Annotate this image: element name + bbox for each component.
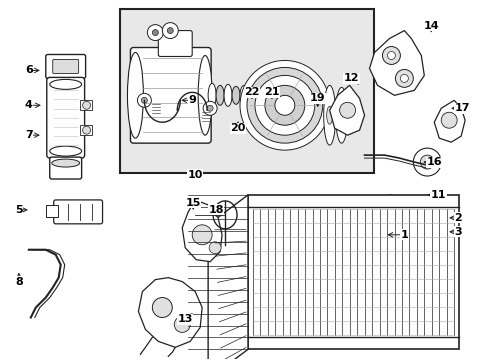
Circle shape: [388, 230, 408, 250]
Ellipse shape: [326, 106, 332, 124]
FancyBboxPatch shape: [53, 59, 79, 73]
Ellipse shape: [216, 85, 224, 105]
Ellipse shape: [50, 146, 81, 156]
Bar: [247, 195, 458, 349]
Polygon shape: [138, 278, 202, 347]
Circle shape: [82, 126, 90, 134]
Ellipse shape: [208, 84, 216, 107]
Text: 2: 2: [453, 213, 461, 223]
Polygon shape: [182, 200, 222, 262]
Polygon shape: [424, 228, 447, 249]
Circle shape: [141, 97, 147, 103]
Text: 7: 7: [25, 130, 33, 140]
Text: 5: 5: [15, 205, 22, 215]
Circle shape: [240, 60, 329, 150]
Circle shape: [395, 236, 403, 244]
Bar: [80, 125, 91, 135]
Ellipse shape: [343, 97, 355, 133]
Text: 10: 10: [187, 170, 203, 180]
FancyBboxPatch shape: [130, 48, 211, 143]
Ellipse shape: [349, 103, 361, 127]
Ellipse shape: [52, 159, 80, 167]
Text: 19: 19: [309, 93, 325, 103]
Text: 18: 18: [208, 205, 224, 215]
Text: 15: 15: [185, 198, 201, 208]
Polygon shape: [369, 31, 424, 95]
FancyBboxPatch shape: [54, 200, 102, 224]
FancyBboxPatch shape: [46, 54, 85, 78]
Circle shape: [400, 75, 407, 82]
Polygon shape: [329, 85, 364, 135]
Bar: [46, 205, 58, 217]
Text: 14: 14: [423, 21, 438, 31]
Ellipse shape: [50, 80, 81, 89]
Circle shape: [339, 102, 355, 118]
Text: 6: 6: [25, 66, 33, 76]
Circle shape: [147, 24, 163, 41]
Circle shape: [386, 51, 395, 59]
Circle shape: [375, 216, 383, 224]
Bar: [120, 9, 374, 173]
Circle shape: [82, 101, 90, 109]
Circle shape: [382, 46, 400, 64]
Circle shape: [264, 85, 304, 125]
Text: 11: 11: [429, 190, 445, 200]
Text: 17: 17: [453, 103, 469, 113]
Circle shape: [420, 155, 433, 169]
Ellipse shape: [240, 85, 247, 105]
Circle shape: [207, 105, 213, 111]
Polygon shape: [208, 195, 247, 360]
Circle shape: [395, 69, 412, 87]
Text: 16: 16: [426, 157, 441, 167]
Text: 9: 9: [188, 95, 196, 105]
Circle shape: [254, 75, 314, 135]
Circle shape: [152, 298, 172, 318]
Text: 22: 22: [244, 87, 259, 97]
Text: 13: 13: [177, 314, 193, 324]
Ellipse shape: [224, 84, 232, 106]
Circle shape: [174, 316, 190, 332]
Bar: [80, 100, 91, 110]
Circle shape: [137, 93, 151, 107]
Text: 3: 3: [453, 227, 461, 237]
Circle shape: [440, 112, 456, 128]
FancyBboxPatch shape: [158, 31, 192, 57]
Circle shape: [167, 28, 173, 33]
Ellipse shape: [338, 107, 344, 123]
Ellipse shape: [346, 110, 352, 121]
Text: 12: 12: [343, 73, 359, 84]
Polygon shape: [433, 100, 464, 142]
Circle shape: [209, 242, 221, 254]
Text: 8: 8: [15, 276, 23, 287]
Ellipse shape: [323, 85, 335, 145]
Ellipse shape: [198, 55, 212, 135]
Circle shape: [203, 101, 217, 115]
Text: 21: 21: [264, 87, 279, 97]
Circle shape: [369, 210, 388, 230]
Circle shape: [162, 23, 178, 39]
FancyBboxPatch shape: [50, 157, 81, 179]
Circle shape: [412, 148, 440, 176]
Ellipse shape: [352, 112, 358, 119]
Ellipse shape: [335, 87, 347, 143]
Circle shape: [246, 67, 322, 143]
Circle shape: [274, 95, 294, 115]
Ellipse shape: [232, 86, 240, 104]
Text: 1: 1: [400, 230, 407, 240]
Text: 20: 20: [230, 123, 245, 133]
Bar: [120, 9, 374, 173]
Polygon shape: [354, 195, 421, 262]
Text: 4: 4: [25, 100, 33, 110]
Circle shape: [152, 30, 158, 36]
Polygon shape: [424, 210, 447, 230]
FancyBboxPatch shape: [47, 77, 84, 158]
Circle shape: [192, 225, 212, 245]
Ellipse shape: [127, 53, 143, 138]
